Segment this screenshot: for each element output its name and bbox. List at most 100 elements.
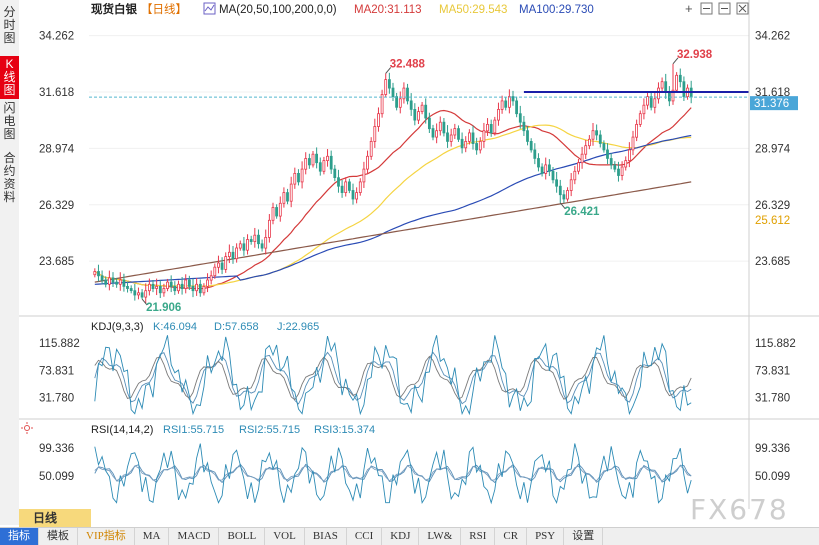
tab-cr-12[interactable]: CR bbox=[495, 528, 528, 545]
candle-body bbox=[537, 158, 540, 168]
side-tab-char: 电 bbox=[3, 114, 16, 128]
tab-psy-13[interactable]: PSY bbox=[527, 528, 565, 545]
kdj-label: KDJ(9,3,3) bbox=[91, 321, 144, 333]
candle-body bbox=[457, 128, 460, 140]
candle-body bbox=[238, 243, 242, 249]
tab-vip-2[interactable]: VIP指标 bbox=[78, 528, 135, 545]
candle-body bbox=[595, 130, 598, 136]
sun-icon[interactable] bbox=[21, 422, 33, 434]
kdj-k-line bbox=[94, 351, 692, 405]
side-tab-char: 资 bbox=[3, 177, 16, 191]
candle-body bbox=[220, 262, 224, 270]
side-tab-char: 图 bbox=[3, 31, 16, 45]
candle-body bbox=[395, 96, 399, 108]
kdj-k-value: K:46.094 bbox=[153, 321, 197, 333]
candle-body bbox=[351, 190, 355, 200]
y-tick-left: 28.974 bbox=[39, 143, 75, 155]
ma-value-tag: 25.612 bbox=[755, 215, 790, 227]
candle-body bbox=[682, 81, 686, 97]
candle-body bbox=[260, 243, 264, 249]
tab-ma-3[interactable]: MA bbox=[135, 528, 170, 545]
candle-body bbox=[409, 100, 413, 110]
candle-body bbox=[384, 79, 388, 95]
candle-body bbox=[620, 166, 624, 176]
candle-body bbox=[609, 158, 613, 166]
candle-body bbox=[289, 183, 293, 202]
candle-body bbox=[111, 277, 115, 283]
tab-cci-8[interactable]: CCI bbox=[347, 528, 383, 545]
candle-body bbox=[555, 179, 558, 187]
period-label: 【日线】 bbox=[141, 2, 187, 16]
candle-body bbox=[493, 119, 497, 134]
tab-kdj-9[interactable]: KDJ bbox=[382, 528, 420, 545]
candle-body bbox=[209, 275, 213, 281]
candle-body bbox=[231, 251, 235, 260]
candle-body bbox=[147, 283, 151, 292]
candle-body bbox=[486, 124, 489, 132]
high-annotation: 32.488 bbox=[390, 58, 426, 70]
candle-body bbox=[540, 166, 544, 174]
candle-body bbox=[533, 149, 537, 159]
side-tab-char: 约 bbox=[3, 164, 16, 178]
candle-body bbox=[344, 181, 348, 193]
candle-body bbox=[431, 128, 435, 138]
tab-lw-10[interactable]: LW& bbox=[419, 528, 462, 545]
candle-body bbox=[166, 281, 169, 289]
candle-body bbox=[224, 256, 228, 270]
candle-body bbox=[286, 192, 289, 202]
tab--1[interactable]: 模板 bbox=[39, 528, 78, 545]
side-tab-3[interactable]: 合约资料 bbox=[0, 150, 19, 206]
candle-body bbox=[358, 181, 362, 193]
side-tab-2[interactable]: 闪电图 bbox=[0, 100, 19, 143]
candle-body bbox=[500, 100, 504, 110]
tab--14[interactable]: 设置 bbox=[564, 528, 604, 545]
ma50-line bbox=[94, 124, 692, 287]
candle-body bbox=[282, 192, 286, 204]
level-lines bbox=[89, 90, 749, 98]
candle-body bbox=[511, 96, 515, 102]
symbol-label: 现货白银 bbox=[91, 2, 137, 16]
period-selector[interactable]: 日线 bbox=[19, 509, 91, 527]
rsi-y-tick-left: 99.336 bbox=[39, 443, 74, 455]
candle-body bbox=[249, 239, 253, 242]
rsi-y-tick-left: 50.099 bbox=[39, 471, 74, 483]
tab-boll-5[interactable]: BOLL bbox=[219, 528, 266, 545]
high-annotation: 32.938 bbox=[677, 49, 713, 61]
candle-body bbox=[631, 136, 635, 151]
candle-body bbox=[624, 160, 628, 168]
candle-body bbox=[427, 117, 431, 130]
candle-body bbox=[420, 104, 424, 112]
side-tab-char: 料 bbox=[3, 190, 16, 204]
side-tab-char: K bbox=[5, 57, 14, 71]
candle-body bbox=[497, 109, 500, 121]
candle-body bbox=[435, 130, 439, 138]
y-tick-left: 31.618 bbox=[39, 87, 74, 99]
candle-body bbox=[362, 168, 366, 183]
tab-macd-4[interactable]: MACD bbox=[169, 528, 220, 545]
tab-vol-6[interactable]: VOL bbox=[265, 528, 305, 545]
ma50-value: MA50:29.543 bbox=[439, 4, 507, 16]
tab-rsi-11[interactable]: RSI bbox=[461, 528, 496, 545]
tab--0[interactable]: 指标 bbox=[0, 528, 39, 545]
candle-body bbox=[118, 279, 122, 285]
candle-body bbox=[329, 155, 333, 170]
candle-body bbox=[340, 185, 344, 193]
side-tab-0[interactable]: 分时图 bbox=[0, 4, 19, 47]
candle-body bbox=[377, 113, 380, 127]
kdj-y-tick-left: 31.780 bbox=[39, 393, 74, 405]
candle-body bbox=[311, 153, 315, 166]
low-annotation: 26.421 bbox=[564, 206, 600, 218]
candle-body bbox=[326, 155, 329, 162]
plus-icon[interactable]: + bbox=[685, 1, 693, 16]
candle-body bbox=[642, 104, 646, 115]
candle-body bbox=[155, 285, 159, 289]
candle-body bbox=[678, 74, 682, 83]
tab-bias-7[interactable]: BIAS bbox=[305, 528, 347, 545]
candle-body bbox=[297, 172, 300, 183]
ma20-value: MA20:31.113 bbox=[354, 4, 422, 16]
candle-body bbox=[366, 155, 369, 170]
candle-body bbox=[93, 271, 97, 276]
indicator-tab-bar: 指标 模板 VIP指标 MA MACD BOLL VOL BIAS CCI KDJ LW& RSI CR… bbox=[0, 527, 819, 545]
rsi2-value: RSI2:55.715 bbox=[239, 424, 300, 436]
